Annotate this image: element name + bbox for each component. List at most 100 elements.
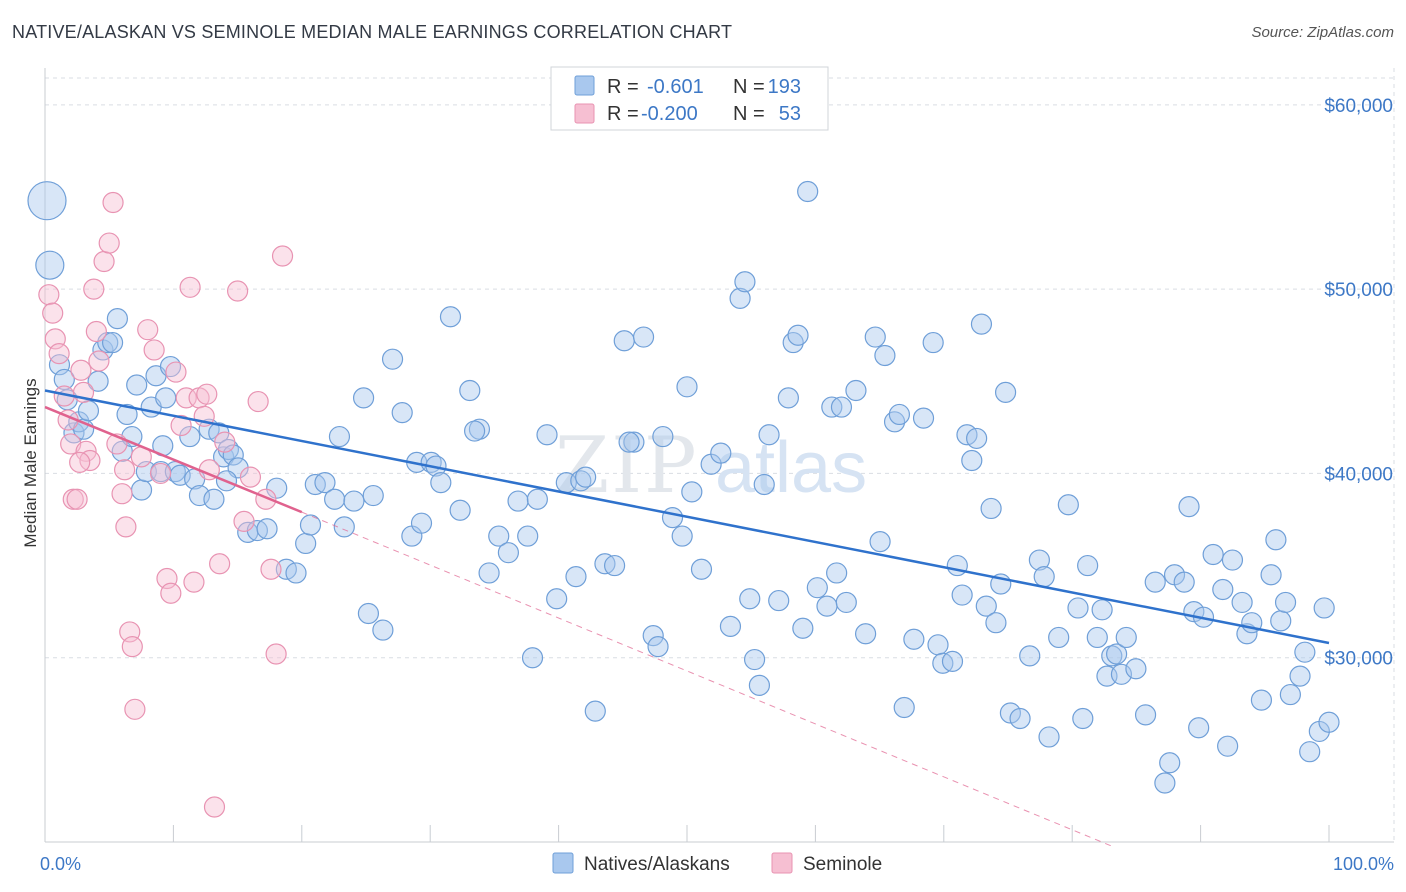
natives-point-186 <box>1318 711 1340 733</box>
natives-point-1 <box>35 250 65 280</box>
natives-point-185 <box>1313 597 1335 619</box>
x-tick-label-0: 0.0% <box>40 854 81 874</box>
natives-point-46 <box>324 488 346 510</box>
natives-point-43 <box>295 532 317 555</box>
seminole-point-42 <box>227 280 249 302</box>
natives-point-74 <box>546 588 568 610</box>
trend-line-seminole <box>44 405 303 514</box>
natives-point-178 <box>1270 610 1292 632</box>
trend-line-seminole-extension <box>301 511 1111 847</box>
natives-point-81 <box>603 554 626 577</box>
natives-point-108 <box>797 180 819 203</box>
natives-point-123 <box>903 628 925 650</box>
seminole-point-52 <box>114 459 136 481</box>
natives-point-181 <box>1289 665 1311 687</box>
natives-point-133 <box>970 313 993 335</box>
axes <box>44 68 1394 843</box>
natives-point-158 <box>1134 704 1157 726</box>
natives-point-107 <box>792 617 814 639</box>
natives-point-68 <box>497 542 519 564</box>
seminole-point-34 <box>179 276 201 298</box>
tick-labels: $30,000 $40,000 $50,000 $60,000 0.0% 100.0% <box>40 96 1394 874</box>
natives-point-35 <box>222 444 244 466</box>
natives-point-159 <box>1144 571 1166 593</box>
natives-point-52 <box>362 484 384 507</box>
seminole-point-0 <box>38 284 60 306</box>
natives-point-169 <box>1212 578 1234 601</box>
natives-point-23 <box>155 387 177 409</box>
seminole-point-39 <box>203 796 226 818</box>
natives-point-106 <box>787 324 809 346</box>
bottom-legend-swatch-blue <box>552 852 574 874</box>
trend-line-natives <box>44 389 1330 645</box>
natives-point-94 <box>710 442 732 464</box>
natives-point-100 <box>748 674 771 696</box>
natives-point-145 <box>1048 626 1070 649</box>
natives-point-48 <box>333 516 355 538</box>
natives-point-179 <box>1274 591 1297 614</box>
seminole-point-43 <box>233 510 255 532</box>
natives-point-73 <box>536 424 558 446</box>
natives-point-175 <box>1250 689 1273 711</box>
natives-point-89 <box>671 525 693 547</box>
natives-point-17 <box>126 374 148 396</box>
natives-point-97 <box>734 271 756 293</box>
seminole-point-16 <box>93 250 115 273</box>
legend-n-value-2: 53 <box>779 103 801 125</box>
natives-point-18 <box>130 479 153 501</box>
seminole-point-1 <box>42 302 64 324</box>
natives-point-39 <box>256 518 278 540</box>
seminole-point-50 <box>196 383 218 405</box>
natives-point-79 <box>584 700 606 722</box>
natives-point-91 <box>681 481 703 503</box>
natives-point-176 <box>1260 564 1282 586</box>
natives-point-87 <box>652 425 674 448</box>
natives-point-110 <box>816 595 838 617</box>
natives-point-124 <box>912 407 935 429</box>
natives-point-71 <box>521 647 544 669</box>
natives-point-64 <box>459 379 481 402</box>
natives-point-164 <box>1178 496 1200 518</box>
chart-title: NATIVE/ALASKAN VS SEMINOLE MEDIAN MALE E… <box>12 22 733 42</box>
natives-point-66 <box>478 562 500 584</box>
bottom-legend-swatch-pink <box>771 852 793 874</box>
natives-point-150 <box>1086 626 1108 649</box>
natives-point-135 <box>980 497 1002 520</box>
legend-box <box>550 66 829 131</box>
natives-point-129 <box>946 554 968 577</box>
seminole-point-41 <box>214 431 236 453</box>
natives-point-27 <box>179 425 201 448</box>
series-seminole <box>38 191 294 818</box>
natives-point-121 <box>888 403 910 426</box>
natives-point-130 <box>951 584 973 606</box>
legend-r-label-2: R = <box>607 103 639 125</box>
natives-point-15 <box>116 403 138 426</box>
y-tick-label-0: $30,000 <box>1324 649 1393 670</box>
seminole-point-45 <box>247 390 269 413</box>
natives-point-168 <box>1202 543 1224 566</box>
legend-r-value-2: -0.200 <box>641 103 698 125</box>
natives-point-85 <box>642 624 664 647</box>
legend-r-label-1: R = <box>607 76 639 98</box>
natives-point-47 <box>328 425 351 448</box>
seminole-point-26 <box>137 319 159 341</box>
seminole-point-28 <box>149 462 172 485</box>
natives-point-62 <box>439 306 462 328</box>
seminole-point-13 <box>83 278 105 300</box>
natives-point-31 <box>203 488 225 510</box>
natives-point-141 <box>1019 645 1041 667</box>
natives-point-170 <box>1217 735 1239 757</box>
natives-point-54 <box>381 348 404 370</box>
natives-point-98 <box>739 588 761 610</box>
natives-point-119 <box>874 344 896 367</box>
seminole-point-3 <box>48 343 70 365</box>
natives-point-118 <box>869 531 891 553</box>
seminole-point-51 <box>69 451 91 473</box>
natives-point-160 <box>1154 772 1176 794</box>
natives-point-154 <box>1106 643 1128 665</box>
natives-point-83 <box>623 431 645 453</box>
trend-lines <box>44 389 1330 847</box>
natives-point-50 <box>352 387 375 409</box>
correlation-legend: R = -0.601 N = 193 R = -0.200 N = 53 <box>550 66 829 131</box>
